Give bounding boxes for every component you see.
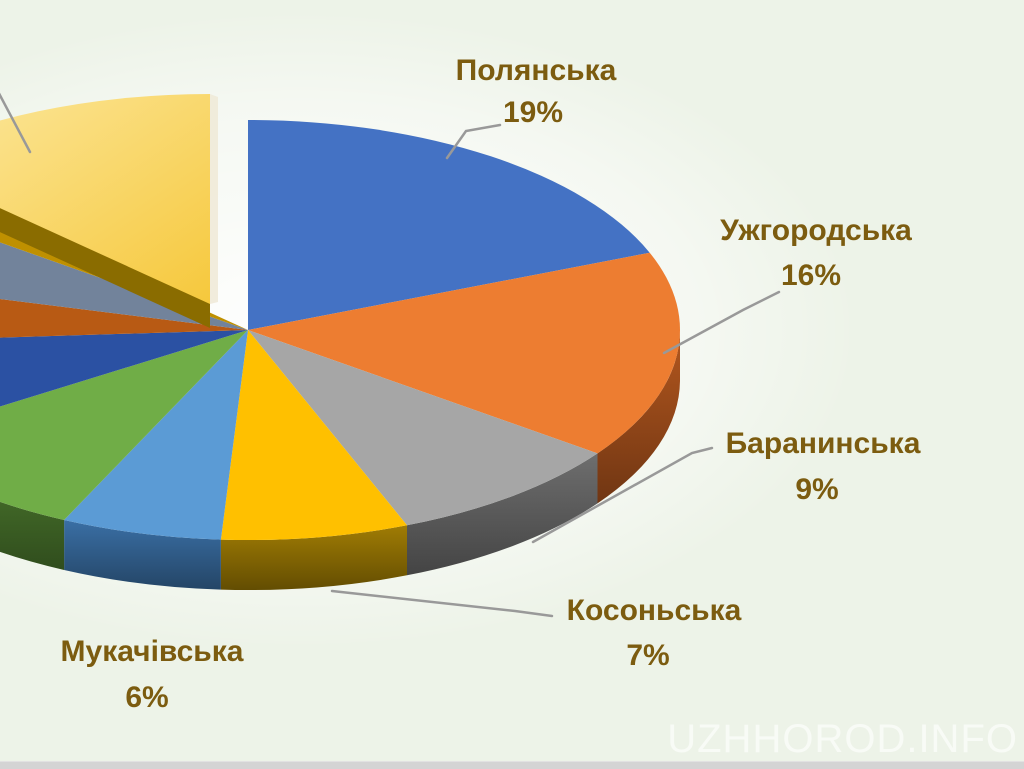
pie-slice-unlabeled-7 [0, 299, 248, 338]
callout-leader-line [330, 589, 554, 618]
pie-slice-Ужгородська [248, 252, 681, 454]
pie-exploded-cut-face [210, 94, 218, 304]
callout-leader-line [531, 446, 714, 544]
pie-slice-unlabeled-5 [0, 330, 248, 520]
pie-rim-Ужгородська [597, 330, 680, 504]
pie-label-value: 9% [795, 473, 839, 506]
pie-slice-exploded [0, 94, 210, 304]
pie-label-name: Косоньська [566, 594, 742, 627]
pie-rim-slice-5 [0, 501, 65, 570]
pie-label-value: 6% [125, 681, 169, 714]
callout-leader-line [662, 290, 781, 355]
pie-rim-Мукачівська [64, 520, 221, 590]
pie-label-name: Мукачівська [60, 635, 244, 668]
pie-slice-Мукачівська [64, 330, 248, 540]
watermark: UZHHOROD.INFO [667, 717, 1018, 761]
pie-rim-Косоньська [220, 525, 407, 591]
pie-rim-Баранинська [407, 453, 598, 576]
pie-label-value: 19% [502, 96, 564, 129]
bottom-edge-bar [0, 761, 1024, 769]
pie-label-name: Баранинська [725, 427, 921, 460]
pie-label-value: 7% [626, 639, 670, 672]
pie-slice-unlabeled-6 [0, 330, 248, 407]
callout-leader-line [445, 123, 502, 160]
pie-slice-Полянська [248, 119, 650, 330]
pie-label-value: 16% [780, 259, 842, 292]
pie-label-name: Ужгородська [720, 214, 912, 247]
pie-slice-Баранинська [248, 330, 598, 526]
pie-slice-Косоньська [220, 330, 407, 541]
callout-leader-line [0, 92, 32, 154]
pie-label-name: Полянська [455, 54, 617, 87]
